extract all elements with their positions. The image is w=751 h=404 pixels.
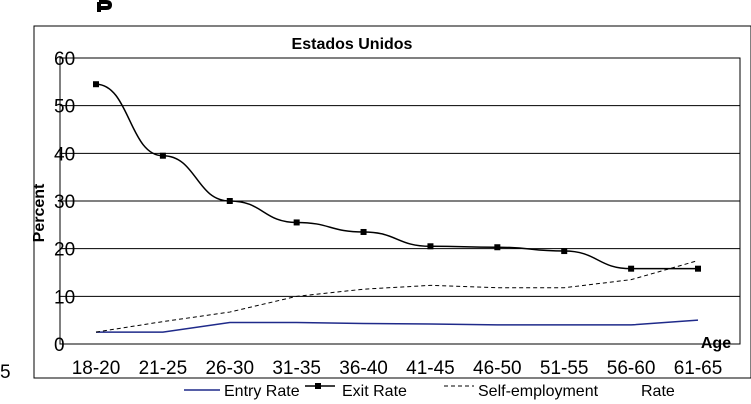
legend: Entry Rate Exit Rate Self-employment Rat… (184, 383, 675, 400)
y-tick-label: 30 (54, 192, 75, 213)
x-tick-label: 56-60 (607, 358, 656, 379)
data-point-marker (159, 152, 166, 159)
x-tick-label: 31-35 (272, 358, 321, 379)
y-tick-labels: 0 10 20 30 40 50 60 (54, 49, 75, 356)
y-tick-label: 0 (54, 335, 65, 356)
y-tick-label: 10 (54, 287, 75, 308)
legend-label-entry: Entry Rate (224, 383, 300, 400)
y-tick-label: 60 (54, 49, 75, 70)
cropped-glyph (97, 0, 113, 12)
legend-label-self-employment: Self-employment (478, 383, 599, 400)
legend-label-exit: Exit Rate (342, 383, 407, 400)
x-tick-label: 51-55 (540, 358, 589, 379)
x-tick-label: 18-20 (72, 358, 121, 379)
data-point-marker (695, 265, 701, 272)
data-point-marker (427, 243, 434, 250)
x-tick-label: 21-25 (139, 358, 188, 379)
gridlines (60, 105, 740, 297)
legend-swatch-exit-marker (315, 383, 321, 389)
y-tick-label: 20 (54, 240, 75, 261)
series-line-0 (96, 319, 699, 333)
legend-label-rate: Rate (641, 383, 675, 400)
x-axis-title: Age (701, 335, 731, 352)
data-point-marker (494, 244, 501, 251)
chart-title: Estados Unidos (292, 36, 413, 53)
x-tick-label: 41-45 (406, 358, 455, 379)
y-tick-label: 40 (54, 144, 75, 165)
data-point-marker (293, 219, 300, 226)
series-line-1 (95, 83, 698, 270)
data-point-marker (360, 228, 367, 235)
x-tick-label: 46-50 (473, 358, 522, 379)
x-tick-label: 26-30 (205, 358, 254, 379)
data-point-marker (93, 81, 99, 88)
chart-frame (33, 25, 751, 379)
x-tick-labels: 18-20 21-25 26-30 31-35 36-40 41-45 46-50 51-55… (72, 358, 723, 379)
series-lines (93, 81, 701, 333)
y-axis-title: Percent (31, 183, 48, 242)
series-line-2 (95, 260, 699, 333)
y-tick-label: 50 (54, 97, 75, 118)
data-point-marker (561, 248, 568, 255)
data-point-marker (628, 265, 635, 272)
cropped-left-label: 5 (0, 362, 11, 383)
x-tick-label: 36-40 (339, 358, 388, 379)
data-point-marker (226, 198, 233, 204)
x-tick-label: 61-65 (674, 358, 723, 379)
